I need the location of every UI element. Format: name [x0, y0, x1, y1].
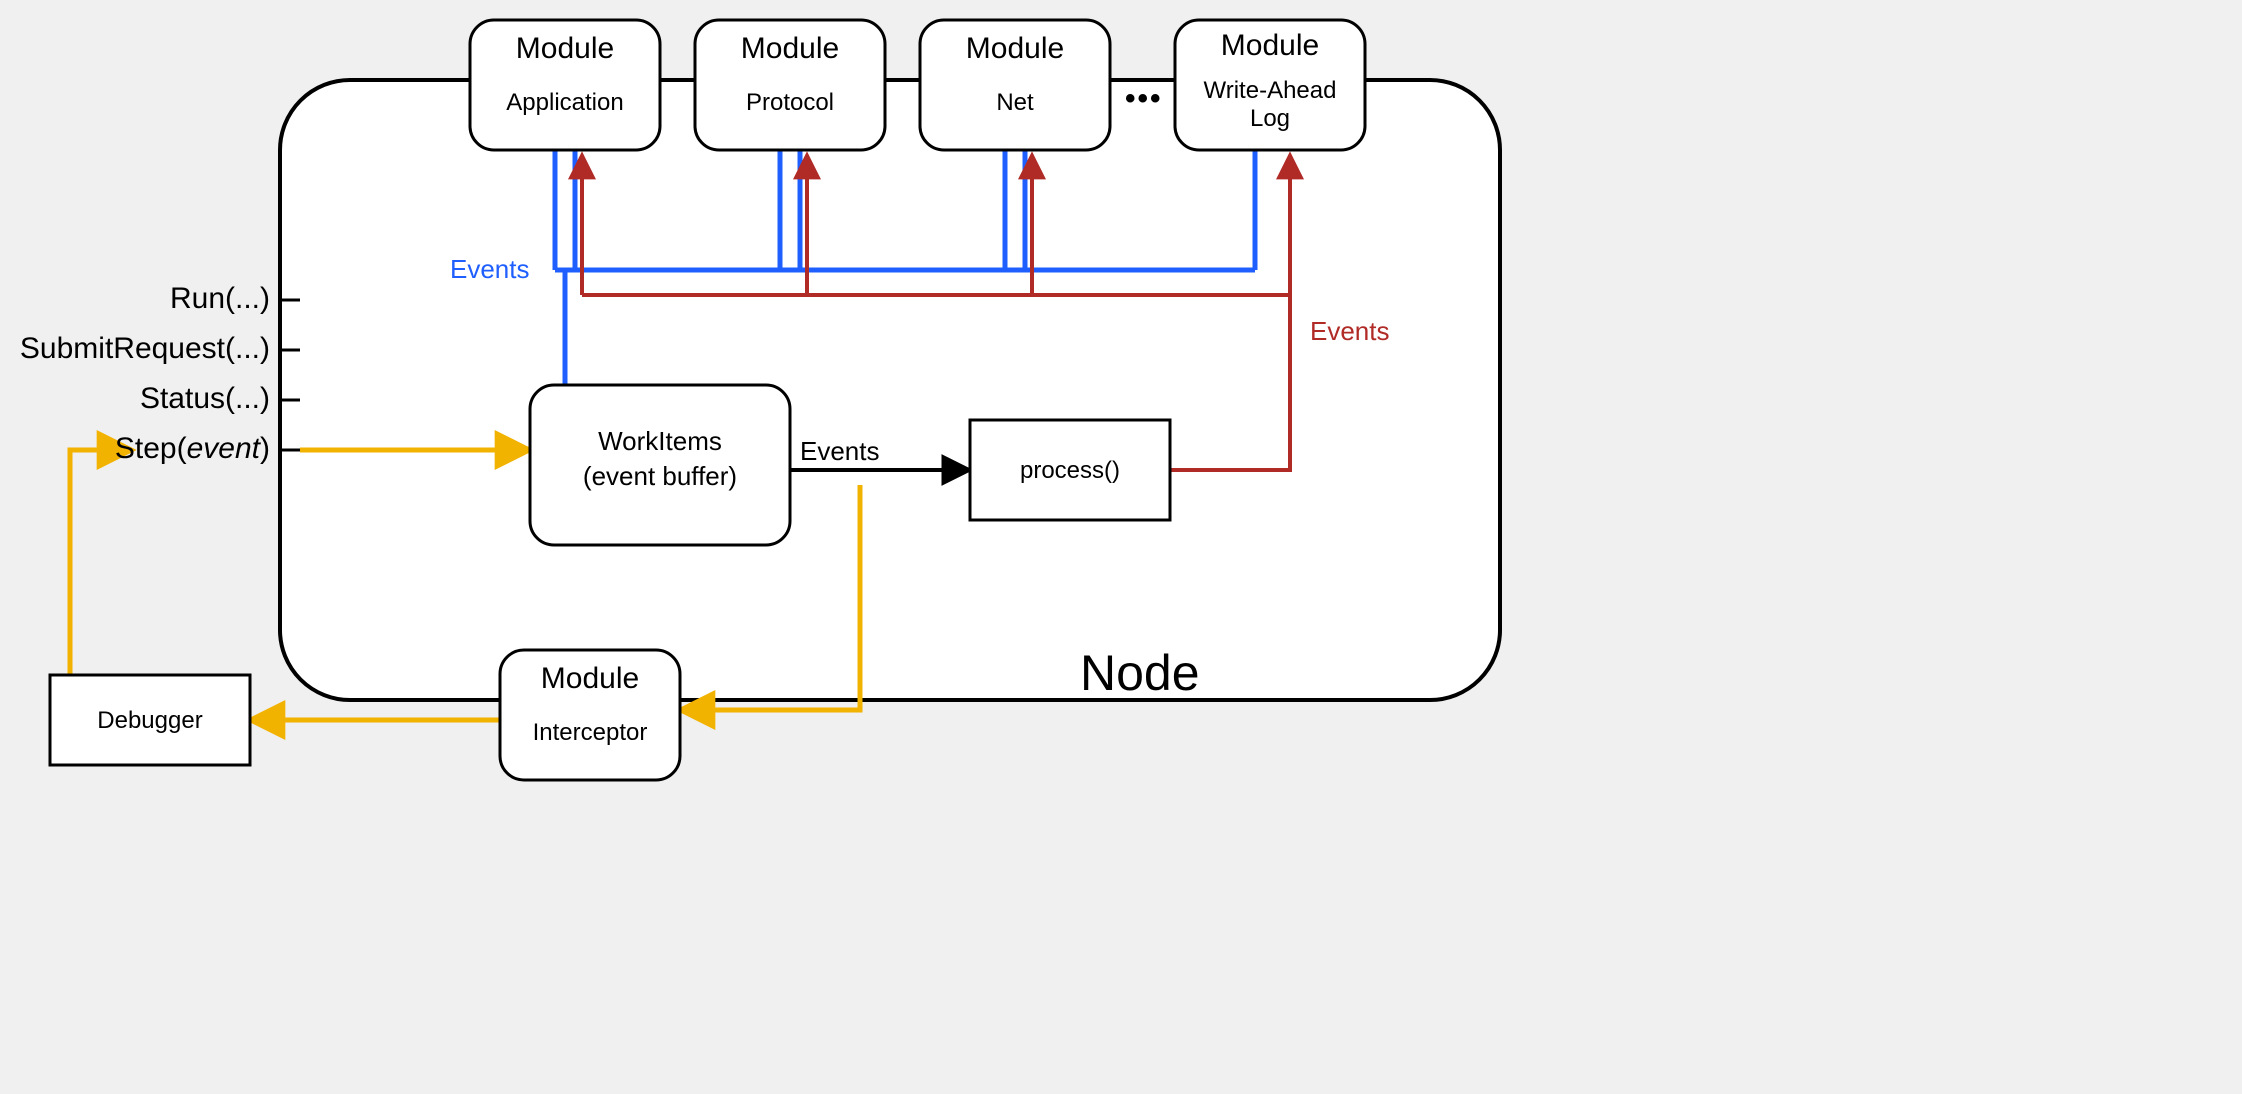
debugger-box: Debugger — [50, 675, 250, 765]
node-container — [280, 80, 1500, 700]
module-wal: Module Write-Ahead Log — [1175, 20, 1365, 150]
module-protocol: Module Protocol — [695, 20, 885, 150]
api-submit: SubmitRequest(...) — [20, 332, 270, 365]
module-title: Module — [741, 32, 839, 65]
api-run: Run(...) — [170, 282, 270, 315]
module-application: Module Application — [470, 20, 660, 150]
module-title: Module — [516, 32, 614, 65]
label-events-black: Events — [800, 436, 880, 466]
label-events-red: Events — [1310, 316, 1390, 346]
module-sub: Net — [996, 89, 1034, 116]
ellipsis: ••• — [1125, 82, 1163, 115]
workitems-box: WorkItems (event buffer) — [530, 385, 790, 545]
label-events-blue: Events — [450, 254, 530, 284]
module-sub2: Log — [1250, 105, 1290, 132]
module-sub: Application — [506, 89, 623, 116]
module-sub1: Write-Ahead — [1204, 77, 1337, 104]
debugger-label: Debugger — [97, 707, 202, 734]
architecture-diagram: Node Events Events Events Module A — [0, 0, 1520, 840]
api-step: Step(event) — [115, 432, 270, 465]
node-label: Node — [1080, 645, 1200, 701]
module-interceptor: Module Interceptor — [500, 650, 680, 780]
module-sub: Interceptor — [533, 719, 648, 746]
module-title: Module — [966, 32, 1064, 65]
workitems-line2: (event buffer) — [583, 461, 737, 491]
module-title: Module — [541, 662, 639, 695]
workitems-line1: WorkItems — [598, 426, 722, 456]
module-title: Module — [1221, 29, 1319, 62]
process-box: process() — [970, 420, 1170, 520]
api-status: Status(...) — [140, 382, 270, 415]
module-net: Module Net — [920, 20, 1110, 150]
process-label: process() — [1020, 457, 1120, 484]
module-sub: Protocol — [746, 89, 834, 116]
